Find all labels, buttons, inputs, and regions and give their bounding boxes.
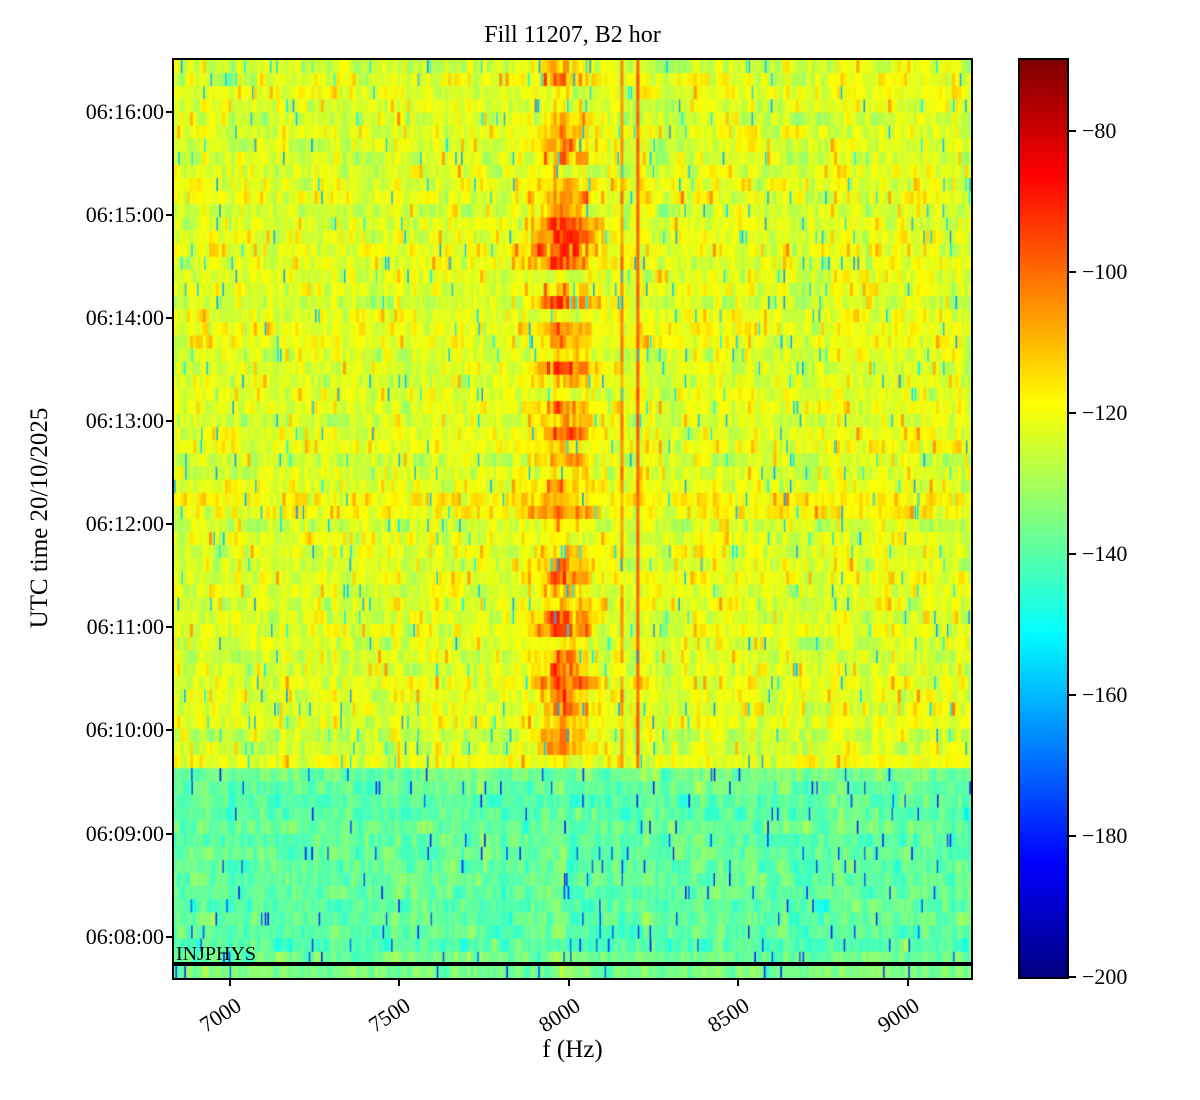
colorbar-tick-mark: [1069, 834, 1076, 837]
colorbar-tick-mark: [1069, 552, 1076, 555]
y-tick-mark: [166, 729, 173, 732]
colorbar-tick-mark: [1069, 693, 1076, 696]
x-tick-mark: [737, 979, 740, 986]
injphys-annotation: INJPHYS: [176, 943, 257, 966]
y-tick-label: 06:14:00: [85, 304, 164, 330]
chart-title: Fill 11207, B2 hor: [484, 22, 661, 48]
x-tick-mark: [228, 979, 231, 986]
y-tick-mark: [166, 523, 173, 526]
colorbar-tick-label: −120: [1082, 399, 1128, 425]
x-tick-label: 8500: [703, 992, 754, 1038]
colorbar-tick-label: −80: [1082, 117, 1117, 143]
colorbar-frame: [1018, 58, 1069, 979]
spectrogram-heatmap: [174, 60, 971, 978]
colorbar-tick-label: −180: [1082, 822, 1128, 848]
y-tick-label: 06:13:00: [85, 408, 164, 433]
colorbar-tick-label: −200: [1082, 964, 1128, 989]
y-tick-mark: [166, 935, 173, 938]
beam-mode-event-line: [174, 962, 971, 967]
y-tick-label: 06:12:00: [85, 511, 164, 537]
y-tick-label: 06:11:00: [86, 614, 164, 640]
y-tick-mark: [166, 316, 173, 319]
colorbar-gradient: [1020, 60, 1067, 977]
y-tick-mark: [166, 832, 173, 835]
x-tick-mark: [398, 979, 401, 986]
y-tick-mark: [166, 110, 173, 113]
x-tick-mark: [567, 979, 570, 986]
colorbar-tick-mark: [1069, 976, 1076, 978]
colorbar-tick-mark: [1069, 129, 1076, 132]
colorbar-tick-label: −100: [1082, 258, 1128, 284]
x-tick-label: 7500: [364, 992, 415, 1038]
colorbar-tick-mark: [1069, 270, 1076, 273]
x-tick-label: 8000: [533, 992, 585, 1038]
y-tick-label: 06:15:00: [85, 201, 164, 227]
x-tick-label: 7000: [194, 992, 246, 1038]
plot-frame: [172, 58, 973, 980]
colorbar-tick-label: −140: [1082, 540, 1128, 566]
y-tick-label: 06:09:00: [85, 820, 164, 846]
y-tick-mark: [166, 420, 173, 422]
y-tick-mark: [166, 626, 173, 629]
x-tick-label: 9000: [872, 992, 924, 1038]
y-tick-label: 06:08:00: [85, 923, 164, 949]
colorbar-tick-label: −160: [1082, 681, 1128, 707]
y-tick-mark: [166, 213, 173, 216]
x-tick-mark: [906, 979, 909, 986]
y-tick-label: 06:16:00: [85, 98, 164, 124]
colorbar-tick-mark: [1069, 411, 1076, 414]
y-tick-label: 06:10:00: [85, 717, 164, 743]
x-axis-label: f (Hz): [542, 1036, 603, 1063]
